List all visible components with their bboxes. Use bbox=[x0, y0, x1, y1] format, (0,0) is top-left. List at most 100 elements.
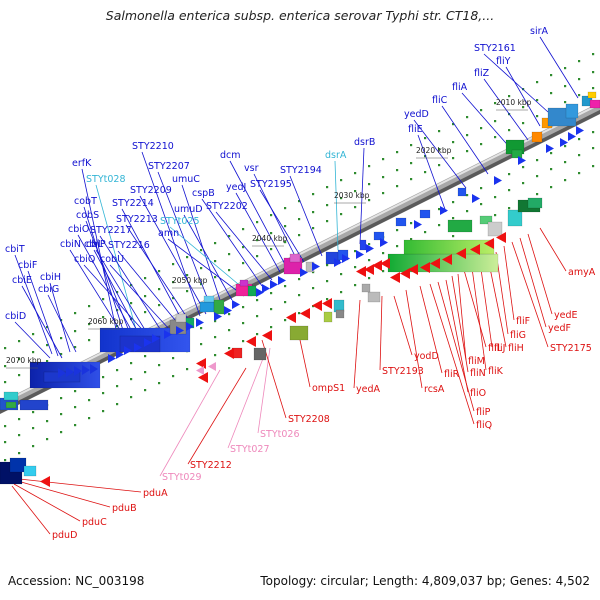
track-dot bbox=[4, 347, 7, 350]
track-dot bbox=[18, 434, 21, 437]
track-dot bbox=[74, 330, 77, 333]
track-dot bbox=[522, 106, 525, 109]
leader-line bbox=[253, 173, 301, 267]
track-dot bbox=[340, 213, 343, 216]
leader-line bbox=[503, 245, 515, 321]
leader-line bbox=[157, 171, 213, 311]
track-dot bbox=[60, 397, 63, 400]
track-dot bbox=[424, 137, 427, 140]
track-dot bbox=[144, 371, 147, 374]
gene-block bbox=[403, 239, 495, 255]
gene-label-flij: fliJ bbox=[494, 343, 505, 354]
track-dot bbox=[592, 165, 595, 168]
track-dot bbox=[102, 392, 105, 395]
gene-feature bbox=[289, 325, 309, 341]
gene-arrow-reverse bbox=[442, 254, 452, 265]
track-dot bbox=[592, 53, 595, 56]
leader-line bbox=[215, 211, 273, 281]
track-dot bbox=[256, 239, 259, 242]
track-dot bbox=[18, 358, 21, 361]
gene-feature bbox=[395, 217, 407, 227]
track-dot bbox=[354, 266, 357, 269]
track-dot bbox=[116, 291, 119, 294]
track-dot bbox=[144, 311, 147, 314]
track-dot bbox=[368, 165, 371, 168]
gene-label-umud: umuD bbox=[174, 204, 203, 215]
leader-line bbox=[417, 134, 447, 213]
track-dot bbox=[564, 85, 567, 88]
gene-arrow-forward bbox=[494, 176, 502, 185]
track-dot bbox=[60, 337, 63, 340]
track-dot bbox=[158, 364, 161, 367]
gene-feature bbox=[203, 295, 215, 303]
leader-line bbox=[9, 477, 142, 493]
track-dot bbox=[158, 270, 161, 273]
gene-label-cbil: cbiL bbox=[84, 239, 104, 250]
track-dot bbox=[242, 322, 245, 325]
leader-line bbox=[141, 151, 201, 317]
track-dot bbox=[410, 178, 413, 181]
gene-label-styt025: STYt025 bbox=[160, 216, 200, 227]
gene-label-styt026: STYt026 bbox=[260, 429, 300, 440]
leader-line bbox=[441, 105, 489, 175]
track-dot bbox=[494, 136, 497, 139]
track-dot bbox=[550, 186, 553, 189]
gene-arrow-forward bbox=[144, 338, 152, 347]
track-dot bbox=[256, 255, 259, 258]
track-dot bbox=[60, 431, 63, 434]
track-dot bbox=[354, 190, 357, 193]
gene-feature bbox=[587, 91, 597, 99]
gene-arrow-reverse bbox=[470, 244, 480, 255]
gene-label-cbie: cbiE bbox=[12, 275, 32, 286]
leader-line bbox=[13, 483, 81, 522]
gene-arrow-forward bbox=[560, 138, 568, 147]
gene-label-umuc: umuC bbox=[172, 174, 200, 185]
gene-arrow-forward bbox=[334, 258, 342, 267]
track-dot bbox=[564, 145, 567, 148]
gene-label-cbiq: cbiQ bbox=[74, 254, 95, 265]
track-dot bbox=[354, 250, 357, 253]
track-dot bbox=[256, 333, 259, 336]
track-dot bbox=[116, 385, 119, 388]
track-dot bbox=[480, 143, 483, 146]
track-dot bbox=[536, 115, 539, 118]
gene-label-cobu: cobU bbox=[100, 254, 124, 265]
track-dot bbox=[46, 438, 49, 441]
gene-label-yodd: yodD bbox=[414, 351, 439, 362]
gene-arrow-reverse bbox=[390, 272, 400, 283]
gene-arrow-forward bbox=[472, 194, 480, 203]
gene-label-flig: fliG bbox=[510, 330, 526, 341]
track-dot bbox=[438, 148, 441, 151]
gene-feature bbox=[487, 221, 503, 237]
track-dot bbox=[144, 277, 147, 280]
track-dot bbox=[340, 197, 343, 200]
leader-line bbox=[511, 241, 549, 348]
leader-line bbox=[181, 184, 223, 307]
track-dot bbox=[256, 315, 259, 318]
gene-label-flip: fliP bbox=[476, 407, 491, 418]
track-dot bbox=[466, 210, 469, 213]
gene-label-sty2209: STY2209 bbox=[130, 185, 172, 196]
leader-line bbox=[109, 264, 171, 331]
track-dot bbox=[60, 353, 63, 356]
track-dot bbox=[270, 214, 273, 217]
track-dot bbox=[172, 281, 175, 284]
leader-line bbox=[83, 206, 129, 347]
track-dot bbox=[4, 441, 7, 444]
track-dot bbox=[102, 298, 105, 301]
leader-line bbox=[505, 66, 541, 127]
gene-label-sty2210: STY2210 bbox=[132, 141, 174, 152]
leader-line bbox=[49, 282, 71, 353]
track-dot bbox=[4, 365, 7, 368]
leader-line bbox=[539, 36, 579, 99]
gene-arrow-reverse bbox=[372, 260, 382, 271]
track-dot bbox=[242, 340, 245, 343]
track-dot bbox=[158, 288, 161, 291]
track-dot bbox=[130, 396, 133, 399]
track-dot bbox=[564, 101, 567, 104]
gene-arrow-reverse bbox=[262, 330, 272, 341]
track-dot bbox=[228, 347, 231, 350]
gene-label-vsr: vsr bbox=[244, 163, 259, 174]
track-dot bbox=[340, 179, 343, 182]
gene-feature bbox=[419, 209, 431, 219]
